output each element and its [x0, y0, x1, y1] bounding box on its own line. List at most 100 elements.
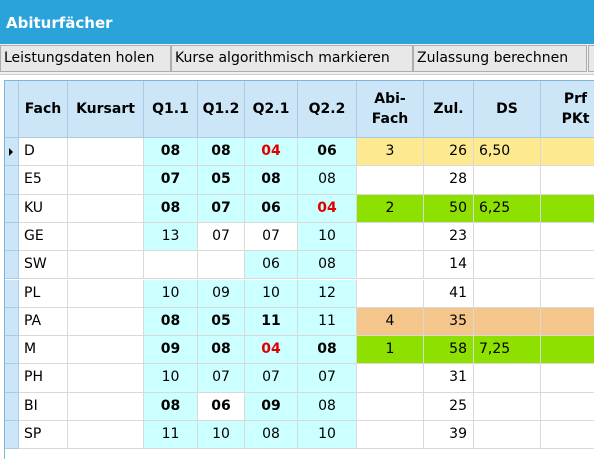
prf-cell[interactable]	[541, 279, 594, 308]
kursart-cell[interactable]	[68, 194, 144, 223]
prf-cell[interactable]	[541, 392, 594, 421]
ds-cell[interactable]	[474, 279, 541, 308]
prf-cell[interactable]	[541, 138, 594, 167]
prf-cell[interactable]	[541, 222, 594, 252]
grade-cell[interactable]: 07	[198, 364, 245, 393]
grade-cell[interactable]: 08	[298, 336, 357, 365]
grade-cell[interactable]: 07	[198, 194, 245, 223]
kursart-cell[interactable]	[68, 251, 144, 280]
grade-cell[interactable]: 11	[298, 307, 357, 337]
grade-cell[interactable]: 04	[245, 138, 298, 167]
fach-cell[interactable]: GE	[19, 222, 68, 252]
grade-cell[interactable]: 08	[144, 307, 198, 337]
grade-cell[interactable]: 05	[198, 166, 245, 195]
grade-cell[interactable]: 09	[245, 392, 298, 421]
ds-cell[interactable]	[474, 166, 541, 195]
toolbar-button[interactable]: Leistungsdaten holen	[0, 45, 171, 72]
ds-cell[interactable]: 7,25	[474, 336, 541, 365]
grade-cell[interactable]: 08	[298, 251, 357, 280]
grade-cell[interactable]: 10	[198, 421, 245, 450]
grade-cell[interactable]: 12	[298, 279, 357, 308]
grade-cell[interactable]: 08	[198, 336, 245, 365]
grade-cell[interactable]: 06	[298, 138, 357, 167]
abi-cell[interactable]: 3	[357, 138, 424, 167]
prf-cell[interactable]	[541, 336, 594, 365]
grade-cell[interactable]: 09	[198, 279, 245, 308]
grade-cell[interactable]: 08	[298, 392, 357, 421]
abi-cell[interactable]	[357, 421, 424, 450]
grade-cell[interactable]: 06	[198, 392, 245, 421]
zul-cell[interactable]: 50	[424, 194, 474, 223]
fach-cell[interactable]: PH	[19, 364, 68, 393]
zul-cell[interactable]: 26	[424, 138, 474, 167]
fach-cell[interactable]: SW	[19, 251, 68, 280]
zul-cell[interactable]: 41	[424, 279, 474, 308]
zul-cell[interactable]: 14	[424, 251, 474, 280]
zul-cell[interactable]: 23	[424, 222, 474, 252]
zul-cell[interactable]: 28	[424, 166, 474, 195]
toolbar-button[interactable]: Zulassung berechnen	[413, 45, 587, 72]
kursart-cell[interactable]	[68, 421, 144, 450]
prf-cell[interactable]	[541, 166, 594, 195]
fach-cell[interactable]: D	[19, 138, 68, 167]
grade-cell[interactable]: 08	[298, 166, 357, 195]
grade-cell[interactable]: 13	[144, 222, 198, 252]
abi-cell[interactable]: 1	[357, 336, 424, 365]
abi-cell[interactable]: 2	[357, 194, 424, 223]
grade-cell[interactable]: 06	[245, 194, 298, 223]
fach-cell[interactable]: M	[19, 336, 68, 365]
grade-cell[interactable]: 07	[298, 364, 357, 393]
ds-cell[interactable]	[474, 307, 541, 337]
grade-cell[interactable]: 11	[144, 421, 198, 450]
ds-cell[interactable]	[474, 251, 541, 280]
ds-cell[interactable]	[474, 421, 541, 450]
kursart-cell[interactable]	[68, 222, 144, 252]
abi-cell[interactable]: 4	[357, 307, 424, 337]
grade-cell[interactable]: 08	[245, 166, 298, 195]
abi-cell[interactable]	[357, 251, 424, 280]
zul-cell[interactable]: 35	[424, 307, 474, 337]
toolbar-button[interactable]: Kurse algorithmisch markieren	[171, 45, 413, 72]
ds-cell[interactable]: 6,25	[474, 194, 541, 223]
grade-cell[interactable]: 08	[144, 138, 198, 167]
grade-cell[interactable]: 08	[245, 421, 298, 450]
ds-cell[interactable]	[474, 222, 541, 252]
abi-cell[interactable]	[357, 392, 424, 421]
grade-cell[interactable]: 10	[144, 279, 198, 308]
abi-cell[interactable]	[357, 222, 424, 252]
prf-cell[interactable]	[541, 421, 594, 450]
grade-cell[interactable]: 07	[245, 222, 298, 252]
grade-cell[interactable]	[144, 251, 198, 280]
kursart-cell[interactable]	[68, 364, 144, 393]
grade-cell[interactable]: 09	[144, 336, 198, 365]
zul-cell[interactable]: 39	[424, 421, 474, 450]
grade-cell[interactable]: 04	[245, 336, 298, 365]
fach-cell[interactable]: PL	[19, 279, 68, 308]
zul-cell[interactable]: 58	[424, 336, 474, 365]
fach-cell[interactable]: SP	[19, 421, 68, 450]
ds-cell[interactable]: 6,50	[474, 138, 541, 167]
ds-cell[interactable]	[474, 392, 541, 421]
prf-cell[interactable]	[541, 307, 594, 337]
zul-cell[interactable]: 31	[424, 364, 474, 393]
grade-cell[interactable]: 07	[144, 166, 198, 195]
prf-cell[interactable]	[541, 364, 594, 393]
grade-cell[interactable]	[198, 251, 245, 280]
kursart-cell[interactable]	[68, 307, 144, 337]
grade-cell[interactable]: 07	[245, 364, 298, 393]
kursart-cell[interactable]	[68, 336, 144, 365]
grade-cell[interactable]: 08	[198, 138, 245, 167]
prf-cell[interactable]	[541, 194, 594, 223]
grade-cell[interactable]: 08	[144, 194, 198, 223]
grade-cell[interactable]: 06	[245, 251, 298, 280]
zul-cell[interactable]: 25	[424, 392, 474, 421]
kursart-cell[interactable]	[68, 392, 144, 421]
grade-cell[interactable]: 10	[144, 364, 198, 393]
grade-cell[interactable]: 05	[198, 307, 245, 337]
grade-cell[interactable]: 07	[198, 222, 245, 252]
toolbar-button[interactable]	[588, 45, 594, 72]
abi-cell[interactable]	[357, 364, 424, 393]
grade-cell[interactable]: 10	[298, 222, 357, 252]
abi-cell[interactable]	[357, 166, 424, 195]
grade-cell[interactable]: 11	[245, 307, 298, 337]
